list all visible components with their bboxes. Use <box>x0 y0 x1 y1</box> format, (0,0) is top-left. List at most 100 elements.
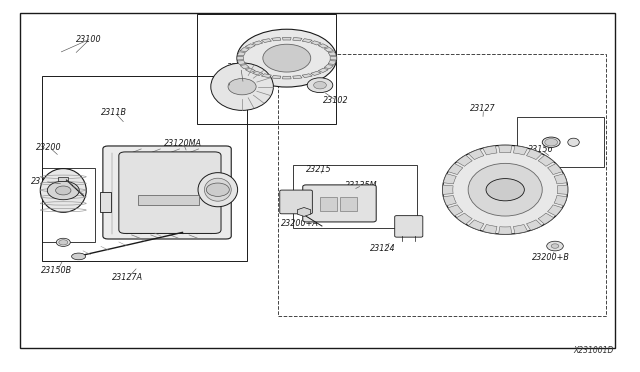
Ellipse shape <box>56 238 70 246</box>
Circle shape <box>486 179 524 201</box>
Circle shape <box>59 240 68 245</box>
Ellipse shape <box>264 48 309 68</box>
Polygon shape <box>448 164 463 174</box>
Polygon shape <box>499 145 512 153</box>
Bar <box>42 168 95 242</box>
Polygon shape <box>252 41 263 45</box>
Polygon shape <box>554 174 567 184</box>
Polygon shape <box>282 76 291 79</box>
Polygon shape <box>527 220 542 230</box>
Circle shape <box>545 138 557 146</box>
Bar <box>320 197 337 211</box>
Polygon shape <box>252 71 263 76</box>
Text: 23100: 23100 <box>76 35 102 44</box>
Text: 23120MA: 23120MA <box>164 139 202 148</box>
Text: 23200+B: 23200+B <box>532 253 570 262</box>
Ellipse shape <box>198 173 237 207</box>
Polygon shape <box>245 68 255 73</box>
Polygon shape <box>318 68 328 73</box>
Polygon shape <box>324 65 333 69</box>
Text: 23124: 23124 <box>370 244 396 253</box>
Polygon shape <box>456 213 472 224</box>
Text: 23200+A: 23200+A <box>280 219 319 228</box>
Polygon shape <box>483 224 497 234</box>
Bar <box>42 76 246 261</box>
Polygon shape <box>548 164 563 174</box>
Ellipse shape <box>568 138 579 146</box>
Polygon shape <box>448 205 463 216</box>
Polygon shape <box>311 41 321 45</box>
Text: 23127: 23127 <box>470 105 495 113</box>
Ellipse shape <box>40 169 86 212</box>
Polygon shape <box>237 56 244 60</box>
Circle shape <box>228 78 256 95</box>
Bar <box>516 118 604 167</box>
Text: 23156: 23156 <box>527 145 553 154</box>
Polygon shape <box>271 76 281 79</box>
Circle shape <box>56 186 71 195</box>
Polygon shape <box>245 44 255 48</box>
Polygon shape <box>444 174 456 184</box>
Circle shape <box>307 78 333 93</box>
Polygon shape <box>292 38 302 41</box>
Polygon shape <box>302 74 312 78</box>
Polygon shape <box>318 44 328 48</box>
Bar <box>100 192 111 212</box>
FancyBboxPatch shape <box>395 216 423 237</box>
Polygon shape <box>456 155 472 166</box>
Polygon shape <box>240 48 250 52</box>
Circle shape <box>237 29 337 87</box>
Ellipse shape <box>443 145 568 234</box>
Bar <box>197 14 336 124</box>
Text: 2311B: 2311B <box>101 108 127 117</box>
Bar <box>293 164 417 228</box>
Text: 23200: 23200 <box>36 142 61 151</box>
Polygon shape <box>468 149 484 160</box>
Polygon shape <box>548 205 563 216</box>
Polygon shape <box>292 76 302 79</box>
Bar <box>278 54 606 317</box>
Bar <box>138 195 198 205</box>
Polygon shape <box>444 196 456 206</box>
Polygon shape <box>324 48 333 52</box>
Circle shape <box>551 244 559 248</box>
FancyBboxPatch shape <box>103 146 231 239</box>
Circle shape <box>547 241 563 251</box>
Polygon shape <box>328 61 336 64</box>
Text: 23150B: 23150B <box>42 266 72 275</box>
Polygon shape <box>282 37 291 40</box>
Text: X231001D: X231001D <box>573 346 614 355</box>
Text: 23150: 23150 <box>31 177 57 186</box>
Polygon shape <box>330 56 337 60</box>
Polygon shape <box>237 52 246 56</box>
Polygon shape <box>328 52 336 56</box>
Text: 2310B: 2310B <box>227 63 253 72</box>
Bar <box>58 177 68 181</box>
Polygon shape <box>261 39 271 42</box>
Ellipse shape <box>72 253 86 260</box>
Polygon shape <box>271 38 281 41</box>
Polygon shape <box>513 146 527 155</box>
Ellipse shape <box>204 178 231 201</box>
Text: 23127A: 23127A <box>111 273 143 282</box>
Ellipse shape <box>468 163 542 216</box>
FancyBboxPatch shape <box>303 185 376 222</box>
Circle shape <box>314 81 326 89</box>
FancyBboxPatch shape <box>119 152 221 234</box>
Circle shape <box>47 181 79 200</box>
Polygon shape <box>237 61 246 64</box>
Polygon shape <box>554 196 567 206</box>
Circle shape <box>263 44 311 72</box>
Polygon shape <box>261 74 271 78</box>
Polygon shape <box>557 185 568 194</box>
Polygon shape <box>538 213 554 224</box>
Text: 23135M: 23135M <box>345 181 378 190</box>
Text: 23102: 23102 <box>323 96 349 105</box>
Polygon shape <box>499 227 512 234</box>
Polygon shape <box>302 39 312 42</box>
Text: 23120M: 23120M <box>211 76 244 85</box>
Polygon shape <box>483 146 497 155</box>
Bar <box>340 197 357 211</box>
FancyBboxPatch shape <box>280 190 312 214</box>
Ellipse shape <box>542 137 560 147</box>
